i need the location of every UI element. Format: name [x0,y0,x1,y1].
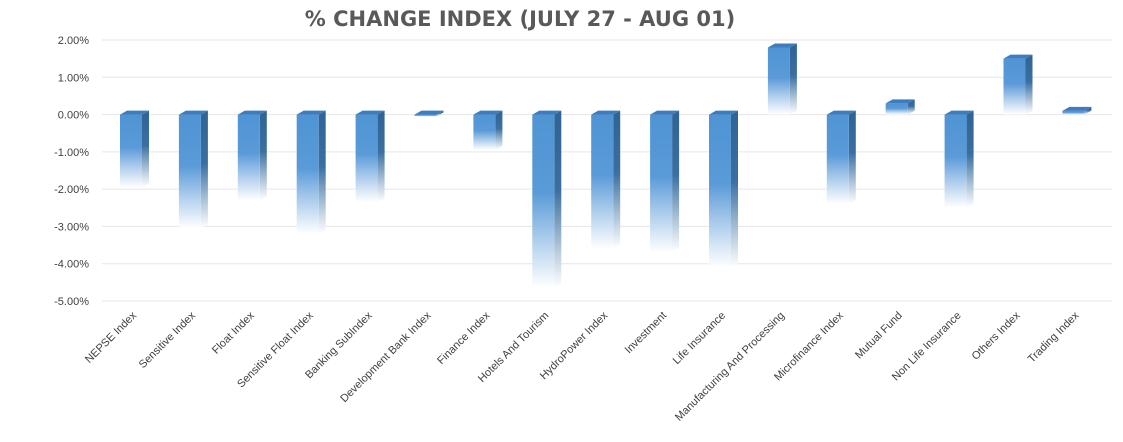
bar-top [591,110,621,115]
bar-8 [532,110,562,288]
bar-2 [178,110,208,229]
bar-front [1062,110,1085,115]
bar-side [436,110,444,117]
y-tick-label: 1.00% [58,72,89,84]
bars [120,43,1092,288]
bar-16 [1003,54,1033,115]
bar-front [120,114,142,188]
bar-top [709,110,738,115]
bar-9 [591,110,621,249]
bar-12 [767,43,797,115]
x-tick-label: NEPSE Index [83,309,139,365]
bar-top [237,110,267,115]
bar-front [767,47,790,115]
x-tick-label: Float Index [210,309,257,356]
bar-front [414,114,437,117]
bar-top [1003,54,1033,59]
bar-top [767,43,797,48]
bar-side [495,110,503,150]
y-tick-label: 2.00% [58,35,89,47]
bar-5 [355,110,385,203]
x-tick-label: Life Insurance [671,310,728,367]
y-tick-label: -5.00% [54,296,89,308]
bar-14 [885,99,915,115]
y-tick-label: -3.00% [54,221,89,233]
bar-top [178,110,208,115]
bar-top [532,110,562,115]
bar-17 [1062,106,1092,115]
bar-front [296,114,319,234]
y-tick-label: -2.00% [54,184,89,196]
x-tick-label: Others Index [970,309,1023,362]
bar-side [377,110,385,203]
bar-front [944,114,967,208]
bar-front [1003,58,1026,115]
bar-side [731,110,738,268]
x-tick-label: Manufacturing And Processing [673,310,787,424]
x-tick-label: Trading Index [1026,309,1082,365]
bar-top [650,110,680,115]
bar-side [1084,106,1092,115]
y-axis: 2.00% 1.00% 0.00% -1.00% -2.00% -3.00% -4.00% -… [54,35,89,308]
x-tick-label: Investment [623,310,670,357]
bar-11 [709,110,738,268]
bar-side [907,99,915,115]
bar-4 [296,110,326,234]
bar-top [473,110,503,115]
bar-front [709,114,731,268]
bar-side [318,110,326,234]
bar-side [200,110,208,229]
bar-front [650,114,673,253]
bar-top [120,110,149,115]
bar-side [613,110,621,249]
x-tick-label: Sensitive Index [137,309,199,371]
bar-side [672,110,680,253]
bar-top [826,110,856,115]
bar-front [826,114,849,205]
bar-side [1025,54,1033,115]
bar-side [848,110,856,205]
bar-top [885,99,915,104]
x-tick-label: Finance Index [435,309,493,367]
bar-front [591,114,614,249]
bar-6 [414,110,444,117]
bar-top [414,110,444,115]
bar-front [885,103,908,115]
bar-front [178,114,201,229]
bar-3 [237,110,267,201]
bar-side [789,43,797,115]
bar-top [355,110,385,115]
y-tick-label: -1.00% [54,147,89,159]
chart-title: % CHANGE INDEX (JULY 27 - AUG 01) [305,7,735,31]
bar-1 [120,110,149,188]
bar-top [296,110,326,115]
bar-side [554,110,562,288]
y-tick-label: -4.00% [54,259,89,271]
bar-7 [473,110,503,150]
bar-front [237,114,260,201]
y-tick-label: 0.00% [58,110,89,122]
x-tick-label: Mutual Fund [853,310,905,362]
bar-top [944,110,974,115]
bar-front [355,114,378,203]
bar-front [532,114,555,288]
bar-front [473,114,496,150]
bar-side [142,110,149,188]
bar-side [259,110,267,201]
bar-15 [944,110,974,208]
bar-top [1062,106,1092,111]
bar-side [966,110,974,208]
bar-13 [826,110,856,205]
bar-10 [650,110,680,253]
